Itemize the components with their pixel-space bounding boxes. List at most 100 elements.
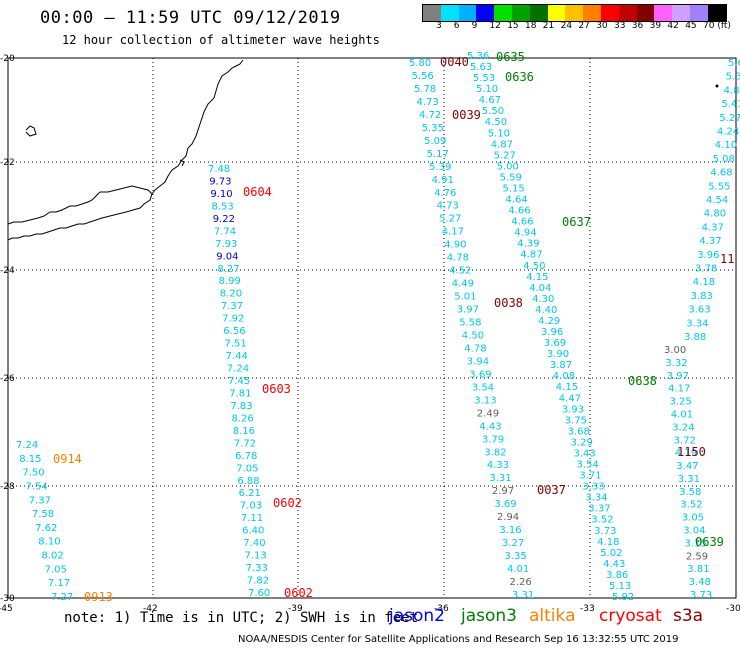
s3a-mid-value: 4.50 bbox=[462, 331, 484, 342]
scale-swatch bbox=[494, 5, 512, 21]
latitude-label: -24 bbox=[0, 266, 15, 276]
s3a-mid-value: 5.58 bbox=[459, 318, 481, 329]
s3a-mid-value: 4.33 bbox=[487, 460, 509, 471]
s3a-east-value: 4.68 bbox=[710, 168, 732, 179]
s3a-mid-value: 4.43 bbox=[479, 421, 501, 432]
jason3-mid-value: 4.18 bbox=[597, 537, 619, 548]
s3a-mid-value: 4.01 bbox=[507, 564, 529, 575]
s3a-east-value: 5.55 bbox=[708, 181, 730, 192]
jason3-mid-value: 3.52 bbox=[591, 515, 613, 526]
cryosat-west-value: 7.51 bbox=[225, 339, 247, 350]
pass-time-label: 0037 bbox=[537, 483, 566, 497]
jason3-east-value: 3.47 bbox=[676, 461, 698, 472]
legend-jason2: jason2 bbox=[389, 606, 445, 626]
s3a-east-value: 4.18 bbox=[693, 277, 715, 288]
pass-time-label: 0635 bbox=[496, 50, 525, 64]
s3a-mid-value: 3.69 bbox=[494, 499, 516, 510]
s3a-mid-value: 3.82 bbox=[484, 447, 506, 458]
scale-swatch bbox=[636, 5, 655, 21]
jason3-mid-value: 3.93 bbox=[562, 404, 584, 415]
jason3-mid-value: 5.02 bbox=[600, 548, 622, 559]
s3a-east-value: 3.34 bbox=[686, 318, 708, 329]
s3a-mid-value: 3.27 bbox=[502, 538, 524, 549]
legend-jason3: jason3 bbox=[461, 606, 517, 626]
jason3-mid-value: 3.33 bbox=[582, 482, 604, 493]
s3a-mid-value: 4.73 bbox=[437, 201, 459, 212]
s3a-mid-value: 3.79 bbox=[482, 434, 504, 445]
scale-label: 9 bbox=[471, 21, 478, 31]
jason3-mid-value: 3.87 bbox=[550, 360, 572, 371]
jason3-mid-value: 5.15 bbox=[503, 184, 525, 195]
jason3-mid-value: 4.87 bbox=[491, 139, 513, 150]
pass-time-label: 1150 bbox=[677, 445, 706, 459]
longitude-label: -39 bbox=[288, 604, 303, 614]
longitude-label: -45 bbox=[0, 604, 13, 614]
jason3-east-value: 4.17 bbox=[668, 384, 690, 395]
cryosat-west-value: 8.16 bbox=[233, 426, 255, 437]
cryosat-west-value: 7.72 bbox=[234, 438, 256, 449]
s3a-east-value: 3.78 bbox=[695, 264, 717, 275]
jason3-mid-value: 3.90 bbox=[547, 349, 569, 360]
jason3-mid-value: 3.73 bbox=[594, 526, 616, 537]
cryosat-west-value: 7.74 bbox=[214, 226, 236, 237]
jason3-mid-value: 5.36 bbox=[467, 51, 489, 62]
s3a-east-value: 4.80 bbox=[704, 209, 726, 220]
jason3-mid-value: 3.69 bbox=[544, 338, 566, 349]
pass-time-label: 0914 bbox=[53, 452, 82, 466]
legend-s3a: s3a bbox=[673, 606, 704, 626]
cryosat-west-value: 6.78 bbox=[235, 451, 257, 462]
scale-label: 27 bbox=[578, 21, 590, 31]
scale-label: 21 bbox=[542, 21, 555, 31]
jason3-mid-value: 4.04 bbox=[529, 283, 551, 294]
s3a-mid-value: 5.01 bbox=[454, 292, 476, 303]
jason3-east-value: 4.01 bbox=[671, 410, 693, 421]
coastline-south-america bbox=[7, 59, 244, 241]
map-title: 00:00 – 11:59 UTC 09/12/2019 bbox=[40, 8, 341, 28]
cryosat-west-value: 7.03 bbox=[240, 501, 262, 512]
jason3-east-value: 3.97 bbox=[667, 371, 689, 382]
latitude-label: -28 bbox=[0, 482, 15, 492]
jason3-mid-value: 4.30 bbox=[532, 294, 554, 305]
jason3-east-value: 3.05 bbox=[682, 513, 704, 524]
altika-west-value: 7.27 bbox=[51, 592, 73, 603]
jason3-east-value: 3.58 bbox=[679, 487, 701, 498]
pass-time-labels: 0604 0603 0602 0602 0914 0913 0040 0039 0038 0037… bbox=[53, 50, 734, 604]
s3a-mid-value: 3.54 bbox=[472, 382, 494, 393]
latitude-label: -30 bbox=[0, 594, 15, 604]
altika-west-value: 7.05 bbox=[45, 564, 67, 575]
s3a-mid-value: 4.91 bbox=[432, 175, 454, 186]
jason3-mid-value: 5.50 bbox=[482, 106, 504, 117]
longitude-label: -42 bbox=[143, 604, 158, 614]
cryosat-west-value: 6.21 bbox=[239, 488, 261, 499]
scale-label: 42 bbox=[667, 21, 679, 31]
jason3-east-value: 3.32 bbox=[665, 358, 687, 369]
jason3-mid-value: 4.40 bbox=[535, 305, 557, 316]
scale-swatch bbox=[654, 5, 673, 21]
jason3-east-value: 3.73 bbox=[690, 590, 712, 601]
pass-time-label: 0038 bbox=[494, 296, 523, 310]
jason3-mid-value: 3.43 bbox=[574, 449, 596, 460]
s3a-mid-value: 5.35 bbox=[422, 123, 444, 134]
altika-west-value: 7.50 bbox=[22, 468, 44, 479]
s3a-mid-value: 4.76 bbox=[434, 188, 456, 199]
jason3-mid-value: 3.71 bbox=[579, 471, 601, 482]
jason3-mid-value: 4.64 bbox=[506, 195, 528, 206]
s3a-mid-value: 5.17 bbox=[427, 149, 449, 160]
cryosat-west-value: 9.04 bbox=[216, 251, 238, 262]
scale-swatch bbox=[423, 5, 441, 21]
s3a-east-value: 4.37 bbox=[702, 222, 724, 233]
scale-label: 6 bbox=[453, 21, 460, 31]
scale-label: 15 bbox=[507, 21, 519, 31]
s3a-east-value: 5.6 bbox=[728, 58, 740, 69]
jason3-mid-value: 4.08 bbox=[553, 371, 575, 382]
cryosat-west-value: 7.37 bbox=[221, 301, 243, 312]
altika-west-value: 7.62 bbox=[35, 523, 57, 534]
jason3-mid-value: 4.94 bbox=[514, 228, 536, 239]
s3a-mid-value: 3.97 bbox=[457, 305, 479, 316]
pass-time-label: 0602 bbox=[284, 586, 313, 600]
scale-label: 12 bbox=[489, 21, 501, 31]
s3a-mid-value: 5.56 bbox=[412, 71, 434, 82]
scale-swatch bbox=[707, 5, 726, 21]
s3a-mid-value: 4.52 bbox=[449, 266, 471, 277]
